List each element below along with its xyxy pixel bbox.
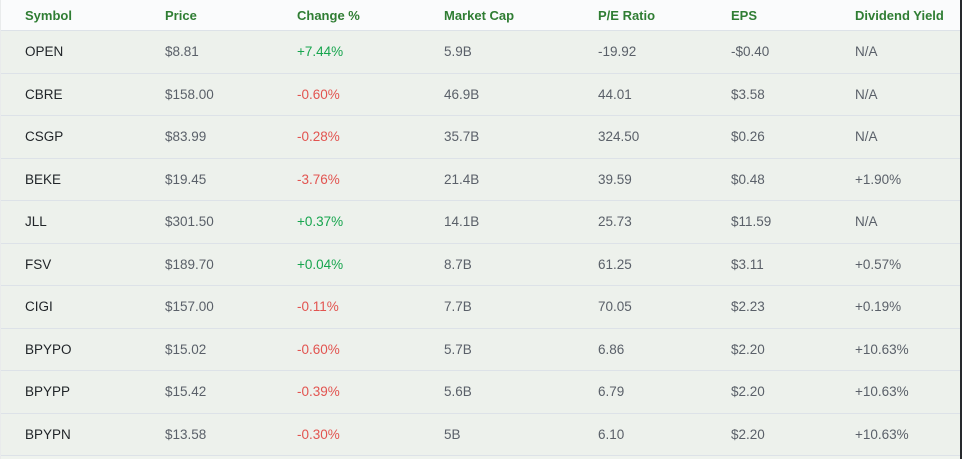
cell-market-cap: 14.1B bbox=[444, 214, 480, 230]
table-row[interactable]: BEKE $19.45 -3.76% 21.4B 39.59 $0.48 +1.90% bbox=[1, 157, 960, 200]
column-header-symbol[interactable]: Symbol bbox=[25, 7, 72, 23]
cell-change: -0.60% bbox=[297, 86, 340, 102]
cell-pe-ratio: 61.25 bbox=[598, 256, 632, 272]
cell-change: -3.76% bbox=[297, 171, 340, 187]
table-row[interactable]: FSV $189.70 +0.04% 8.7B 61.25 $3.11 +0.57% bbox=[1, 242, 960, 285]
table-row[interactable]: BPYPN $13.58 -0.30% 5B 6.10 $2.20 +10.63% bbox=[1, 412, 960, 455]
cell-pe-ratio: 44.01 bbox=[598, 86, 632, 102]
column-header-change[interactable]: Change % bbox=[297, 7, 360, 23]
cell-market-cap: 35.7B bbox=[444, 129, 480, 145]
cell-symbol: CBRE bbox=[25, 86, 63, 102]
table-row[interactable]: CIGI $157.00 -0.11% 7.7B 70.05 $2.23 +0.19% bbox=[1, 285, 960, 328]
cell-change: +7.44% bbox=[297, 44, 344, 60]
cell-price: $13.58 bbox=[165, 426, 207, 442]
cell-symbol: BEKE bbox=[25, 171, 62, 187]
cell-eps: $2.20 bbox=[731, 426, 765, 442]
cell-market-cap: 5B bbox=[444, 426, 461, 442]
table-row[interactable]: CSGP $83.99 -0.28% 35.7B 324.50 $0.26 N/A bbox=[1, 115, 960, 158]
cell-symbol: BPYPN bbox=[25, 426, 71, 442]
table-row[interactable]: CBRE $158.00 -0.60% 46.9B 44.01 $3.58 N/A bbox=[1, 72, 960, 115]
cell-dividend-yield: +0.57% bbox=[855, 256, 902, 272]
cell-symbol: BPYPP bbox=[25, 384, 71, 400]
cell-eps: $2.23 bbox=[731, 299, 765, 315]
cell-price: $158.00 bbox=[165, 86, 214, 102]
cell-change: -0.28% bbox=[297, 129, 340, 145]
cell-dividend-yield: N/A bbox=[855, 214, 878, 230]
table-body: OPEN $8.81 +7.44% 5.9B -19.92 -$0.40 N/A CBRE $1… bbox=[1, 30, 960, 459]
column-header-pe-ratio[interactable]: P/E Ratio bbox=[598, 7, 656, 23]
cell-market-cap: 5.7B bbox=[444, 341, 472, 357]
cell-eps: $2.20 bbox=[731, 384, 765, 400]
cell-price: $8.81 bbox=[165, 44, 199, 60]
cell-eps: $0.26 bbox=[731, 129, 765, 145]
cell-market-cap: 8.7B bbox=[444, 256, 472, 272]
cell-eps: $2.20 bbox=[731, 341, 765, 357]
cell-market-cap: 46.9B bbox=[444, 86, 480, 102]
table-row[interactable]: JLL $301.50 +0.37% 14.1B 25.73 $11.59 N/A bbox=[1, 200, 960, 243]
table-row[interactable]: OPEN $8.81 +7.44% 5.9B -19.92 -$0.40 N/A bbox=[1, 30, 960, 73]
cell-change: -0.30% bbox=[297, 426, 340, 442]
column-header-price[interactable]: Price bbox=[165, 7, 197, 23]
cell-pe-ratio: 39.59 bbox=[598, 171, 632, 187]
cell-dividend-yield: +10.63% bbox=[855, 426, 909, 442]
cell-price: $15.42 bbox=[165, 384, 207, 400]
cell-dividend-yield: N/A bbox=[855, 44, 878, 60]
cell-change: -0.11% bbox=[297, 299, 339, 315]
cell-pe-ratio: 6.10 bbox=[598, 426, 625, 442]
cell-price: $189.70 bbox=[165, 256, 214, 272]
cell-eps: $11.59 bbox=[731, 214, 772, 230]
column-header-dividend-yield[interactable]: Dividend Yield bbox=[855, 7, 944, 23]
cell-symbol: CIGI bbox=[25, 299, 53, 315]
cell-dividend-yield: N/A bbox=[855, 129, 878, 145]
cell-price: $83.99 bbox=[165, 129, 207, 145]
cell-dividend-yield: +10.63% bbox=[855, 341, 909, 357]
column-header-market-cap[interactable]: Market Cap bbox=[444, 7, 515, 23]
cell-symbol: OPEN bbox=[25, 44, 64, 60]
cell-dividend-yield: +0.19% bbox=[855, 299, 902, 315]
cell-price: $301.50 bbox=[165, 214, 214, 230]
cell-change: +0.04% bbox=[297, 256, 344, 272]
cell-eps: -$0.40 bbox=[731, 44, 770, 60]
cell-price: $15.02 bbox=[165, 341, 207, 357]
cell-symbol: FSV bbox=[25, 256, 52, 272]
cell-eps: $3.11 bbox=[731, 256, 764, 272]
column-header-eps[interactable]: EPS bbox=[731, 7, 758, 23]
table-row[interactable]: BPYPO $15.02 -0.60% 5.7B 6.86 $2.20 +10.63% bbox=[1, 327, 960, 370]
cell-market-cap: 7.7B bbox=[444, 299, 472, 315]
table-row-partial bbox=[1, 455, 960, 459]
table-header: Symbol Price Change % Market Cap P/E Rat… bbox=[1, 0, 960, 30]
cell-change: -0.39% bbox=[297, 384, 340, 400]
cell-symbol: CSGP bbox=[25, 129, 64, 145]
cell-change: -0.60% bbox=[297, 341, 340, 357]
cell-dividend-yield: N/A bbox=[855, 86, 878, 102]
cell-eps: $0.48 bbox=[731, 171, 765, 187]
cell-pe-ratio: 324.50 bbox=[598, 129, 640, 145]
cell-symbol: BPYPO bbox=[25, 341, 72, 357]
cell-dividend-yield: +10.63% bbox=[855, 384, 909, 400]
cell-market-cap: 21.4B bbox=[444, 171, 480, 187]
cell-change: +0.37% bbox=[297, 214, 344, 230]
cell-pe-ratio: 6.86 bbox=[598, 341, 625, 357]
cell-symbol: JLL bbox=[25, 214, 47, 230]
cell-dividend-yield: +1.90% bbox=[855, 171, 902, 187]
cell-price: $157.00 bbox=[165, 299, 214, 315]
cell-eps: $3.58 bbox=[731, 86, 765, 102]
cell-market-cap: 5.9B bbox=[444, 44, 472, 60]
cell-pe-ratio: 6.79 bbox=[598, 384, 625, 400]
table-row[interactable]: BPYPP $15.42 -0.39% 5.6B 6.79 $2.20 +10.63% bbox=[1, 370, 960, 413]
cell-pe-ratio: 70.05 bbox=[598, 299, 632, 315]
cell-pe-ratio: 25.73 bbox=[598, 214, 632, 230]
cell-market-cap: 5.6B bbox=[444, 384, 472, 400]
cell-price: $19.45 bbox=[165, 171, 207, 187]
cell-pe-ratio: -19.92 bbox=[598, 44, 637, 60]
